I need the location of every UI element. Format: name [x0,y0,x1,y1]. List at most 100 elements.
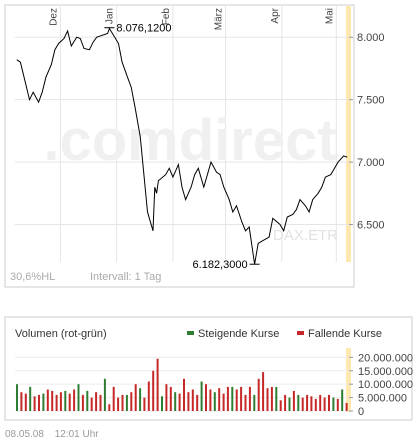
volume-bar [108,404,110,411]
volume-bar [249,387,251,411]
volume-bar [148,382,150,412]
volume-bar [73,390,75,412]
volume-bar [201,382,203,412]
volume-bar [104,379,106,411]
volume-bar [29,387,31,411]
volume-tick-label: 0 [358,406,364,418]
volume-bar [341,390,343,412]
volume-bar [258,379,260,411]
volume-bar [245,395,247,411]
volume-bar [82,395,84,411]
volume-bar [91,398,93,411]
price-tick-label: 7.500 [357,95,385,107]
legend-rising-label: Steigende Kurse [198,328,279,340]
volume-bar [271,387,273,411]
volume-bar [86,391,88,411]
volume-bar [297,395,299,411]
month-label: Dez [48,8,59,26]
volume-bar [205,384,207,411]
volume-bar [324,398,326,411]
volume-bar [337,399,339,411]
volume-bar [139,388,141,411]
price-chart: .comdirect DAX.ETR Dez Jan Feb März Apr Mai 8… [0,0,417,292]
price-tick-label: 6.500 [357,220,385,232]
volume-bar [95,392,97,411]
price-tick-label: 7.000 [357,157,385,169]
volume-bar [179,394,181,411]
volume-bar [16,384,18,411]
volume-bar [209,390,211,412]
volume-bar [346,403,348,411]
volume-bar [227,387,229,411]
volume-bar [236,390,238,412]
month-label: Mai [324,8,335,24]
price-tick-label: 8.000 [357,32,385,44]
footer-date: 08.05.08 [5,429,44,440]
volume-bar [165,384,167,411]
volume-bar [157,359,159,411]
volume-title: Volumen (rot-grün) [15,328,107,340]
volume-bar [170,387,172,411]
current-period-highlight [346,6,351,262]
volume-tick-label: 20.000.000 [358,352,413,364]
month-label: Apr [270,7,281,23]
month-label: März [214,8,225,30]
volume-bar [130,392,132,411]
volume-bar [69,394,71,411]
volume-bar [262,372,264,411]
volume-bar [51,391,53,411]
volume-bar [306,395,308,411]
volume-bar [122,395,124,411]
volume-bar [78,384,80,411]
volume-bar [196,395,198,411]
volume-bar [60,392,62,411]
volume-bar [174,392,176,411]
volume-bar [332,398,334,411]
volume-bar [223,394,225,411]
volume-bar [117,398,119,411]
volume-bar [100,395,102,411]
volume-bar [293,391,295,411]
volume-bar [280,400,282,411]
volume-tick-label: 10.000.000 [358,379,413,391]
volume-bar [161,396,163,411]
volume-bar [187,392,189,411]
volume-bar [214,392,216,411]
volume-bar [47,390,49,412]
interval-label: Intervall: 1 Tag [90,271,161,283]
volume-bar [113,387,115,411]
volume-bar [240,387,242,411]
volume-bar [135,384,137,411]
legend-rising-swatch [187,331,194,335]
low-value-label: 6.182,3000 [193,259,248,271]
volume-bar [315,399,317,411]
legend-falling-label: Fallende Kurse [308,328,382,340]
month-label: Jan [105,8,116,24]
volume-bar [328,395,330,411]
volume-bar [267,388,269,411]
volume-bar [218,388,220,411]
volume-bar [126,395,128,411]
volume-bar [34,396,36,411]
volume-bar [64,391,66,411]
volume-tick-label: 5.000.000 [358,393,407,405]
high-value-label: 8.076,1200 [116,23,171,35]
volume-bar [143,398,145,411]
volume-bar [275,387,277,411]
volume-bar [289,398,291,411]
volume-tick-label: 15.000.000 [358,366,413,378]
volume-bar [38,395,40,411]
volume-bar [310,396,312,411]
volume-bar [183,379,185,411]
volume-bar [253,395,255,411]
volume-bar [152,371,154,411]
watermark: .comdirect [43,108,336,173]
volume-bar [20,392,22,411]
volume-bar [25,394,27,411]
volume-bar [319,395,321,411]
hl-label: 30,6%HL [10,271,55,283]
footer: 08.05.08 12:01 Uhr [5,429,107,440]
volume-bar [231,387,233,411]
volume-bar [192,390,194,412]
footer-time: 12:01 Uhr [55,429,99,440]
